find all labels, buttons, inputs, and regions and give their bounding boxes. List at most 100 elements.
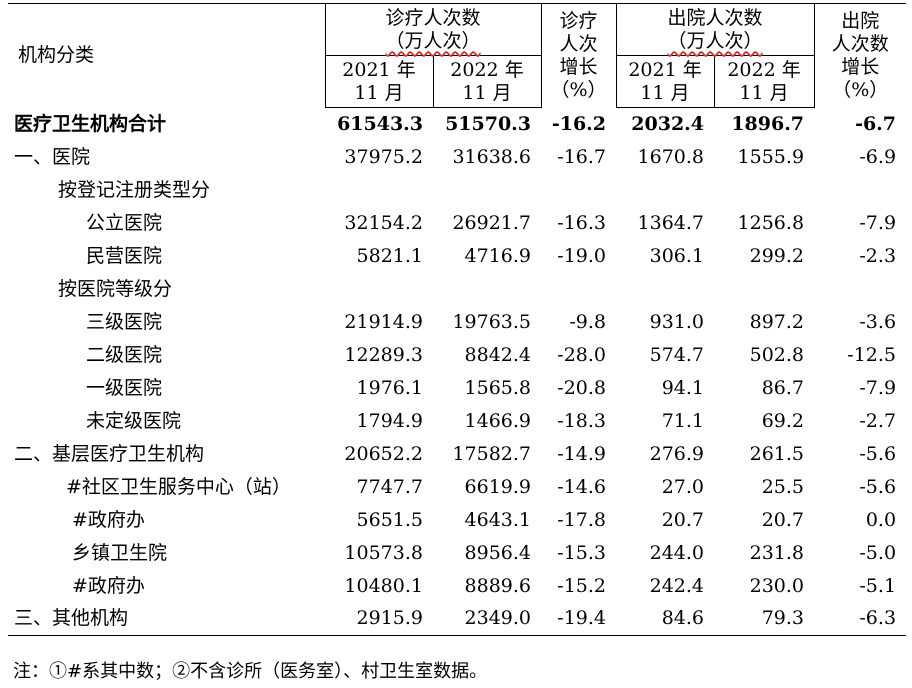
header-discharge-title: 出院人次数 — [667, 6, 763, 29]
cell-discharge-growth: -6.9 — [859, 145, 897, 168]
header-visits-group: 诊疗人次数 （万人次） — [324, 3, 542, 56]
table-row: 二、基层医疗卫生机构 20652.2 17582.7 -14.9 276.9 2… — [8, 438, 906, 471]
cell-visits-2021: 10480.1 — [344, 574, 423, 597]
row-label: 二级医院 — [86, 343, 163, 366]
cell-discharge-2022: 502.8 — [749, 343, 805, 366]
table-row: 民营医院 5821.1 4716.9 -19.0 306.1 299.2 -2.… — [8, 240, 906, 273]
row-label: #政府办 — [72, 508, 145, 531]
cell-discharge-2021: 306.1 — [649, 244, 705, 267]
cell-discharge-growth: -6.3 — [814, 602, 907, 636]
cell-visits-2021: 2915.9 — [325, 602, 433, 636]
header-visits-2022: 2022 年 11 月 — [432, 55, 542, 108]
cell-discharge-2022 — [714, 273, 814, 306]
cell-visits-2021 — [325, 174, 433, 207]
cell-visits-2022 — [433, 174, 541, 207]
cell-visits-growth — [541, 174, 616, 207]
cell-discharge-growth: -6.7 — [855, 112, 897, 135]
table-row: 乡镇卫生院 10573.8 8956.4 -15.3 244.0 231.8 -… — [8, 537, 906, 570]
cell-visits-growth: -20.8 — [557, 376, 607, 399]
cell-discharge-2022: 897.2 — [749, 310, 805, 333]
cell-discharge-2021 — [616, 273, 714, 306]
cell-visits-2022: 1466.9 — [464, 409, 532, 432]
table-row: 按医院等级分 — [8, 273, 906, 306]
cell-visits-growth: -15.2 — [557, 574, 607, 597]
cell-visits-growth: -19.0 — [557, 244, 607, 267]
cell-discharge-growth — [814, 273, 906, 306]
cell-discharge-2021: 71.1 — [661, 409, 705, 432]
header-category: 机构分类 — [8, 3, 325, 108]
cell-visits-2022: 4643.1 — [464, 508, 532, 531]
table-row: 公立医院 32154.2 26921.7 -16.3 1364.7 1256.8… — [8, 207, 906, 240]
header-visits-unit: （万人次） — [385, 29, 481, 52]
cell-discharge-2021: 20.7 — [661, 508, 705, 531]
cell-discharge-growth: -5.0 — [859, 541, 897, 564]
cell-discharge-2022: 20.7 — [761, 508, 805, 531]
cell-discharge-2022: 1896.7 — [731, 112, 805, 135]
header-discharge-growth: 出院 人次数 增长 （%） — [813, 3, 907, 108]
cell-discharge-growth: -2.3 — [859, 244, 897, 267]
cell-discharge-2021: 242.4 — [649, 574, 705, 597]
cell-visits-2022: 51570.3 — [445, 112, 532, 135]
cell-visits-2022: 4716.9 — [464, 244, 532, 267]
cell-discharge-2022: 25.5 — [761, 475, 805, 498]
table-row: #政府办 10480.1 8889.6 -15.2 242.4 230.0 -5… — [8, 570, 906, 603]
cell-discharge-growth: -7.9 — [859, 376, 897, 399]
cell-discharge-2022: 261.5 — [749, 442, 805, 465]
cell-visits-growth: -16.2 — [551, 112, 607, 135]
header-discharge-2022: 2022 年 11 月 — [713, 55, 815, 108]
cell-discharge-2022: 79.3 — [714, 602, 815, 636]
header-discharge-group: 出院人次数 （万人次） — [615, 3, 815, 56]
cell-visits-2021: 5821.1 — [356, 244, 423, 267]
hospital-statistics-table: 机构分类 诊疗人次数 （万人次） 诊疗 人次 增长 （%） 出院人次数 （万人次… — [8, 3, 907, 636]
cell-visits-2022: 19763.5 — [452, 310, 532, 333]
cell-visits-growth: -28.0 — [557, 343, 607, 366]
table-row: 按登记注册类型分 — [8, 174, 906, 207]
header-discharge-2021: 2021 年 11 月 — [615, 55, 715, 108]
row-label: 乡镇卫生院 — [72, 541, 168, 564]
row-label: 公立医院 — [86, 211, 163, 234]
cell-visits-2022: 6619.9 — [464, 475, 532, 498]
cell-discharge-2021 — [616, 174, 714, 207]
cell-discharge-2021: 276.9 — [649, 442, 705, 465]
table-row: 三级医院 21914.9 19763.5 -9.8 931.0 897.2 -3… — [8, 306, 906, 339]
cell-visits-2021: 10573.8 — [344, 541, 423, 564]
cell-visits-growth: -15.3 — [557, 541, 607, 564]
cell-discharge-2021: 27.0 — [661, 475, 705, 498]
cell-discharge-growth: -12.5 — [847, 343, 897, 366]
table-row: 一级医院 1976.1 1565.8 -20.8 94.1 86.7 -7.9 — [8, 372, 906, 405]
cell-discharge-2021: 574.7 — [649, 343, 705, 366]
row-label: 未定级医院 — [86, 409, 182, 432]
row-label: 一、医院 — [14, 145, 91, 168]
cell-visits-2021: 32154.2 — [344, 211, 423, 234]
cell-visits-2021 — [325, 273, 433, 306]
header-visits-title: 诊疗人次数 — [385, 6, 481, 29]
cell-visits-2021: 37975.2 — [344, 145, 423, 168]
cell-visits-2022: 1565.8 — [464, 376, 532, 399]
cell-visits-2021: 21914.9 — [344, 310, 423, 333]
cell-visits-growth: -14.6 — [557, 475, 607, 498]
row-label: 民营医院 — [86, 244, 163, 267]
cell-discharge-2022: 86.7 — [761, 376, 805, 399]
cell-visits-growth: -18.3 — [557, 409, 607, 432]
table-row: 二级医院 12289.3 8842.4 -28.0 574.7 502.8 -1… — [8, 339, 906, 372]
cell-discharge-2021: 2032.4 — [631, 112, 705, 135]
cell-discharge-2022: 1256.8 — [737, 211, 805, 234]
cell-discharge-growth: -5.6 — [859, 475, 897, 498]
table-row: 医疗卫生机构合计 61543.3 51570.3 -16.2 2032.4 18… — [8, 108, 906, 141]
cell-visits-growth — [541, 273, 616, 306]
cell-visits-2021: 20652.2 — [344, 442, 423, 465]
cell-discharge-growth: -7.9 — [859, 211, 897, 234]
cell-visits-growth: -19.4 — [541, 602, 617, 636]
cell-discharge-2021: 94.1 — [661, 376, 705, 399]
cell-visits-growth: -16.7 — [557, 145, 607, 168]
cell-visits-growth: -16.3 — [557, 211, 607, 234]
cell-discharge-2021: 1364.7 — [637, 211, 705, 234]
cell-visits-2022: 8889.6 — [464, 574, 532, 597]
cell-discharge-2022: 69.2 — [761, 409, 805, 432]
cell-discharge-growth — [814, 174, 906, 207]
cell-discharge-2021: 931.0 — [649, 310, 705, 333]
row-label: 二、基层医疗卫生机构 — [14, 442, 205, 465]
cell-visits-growth: -14.9 — [557, 442, 607, 465]
cell-visits-growth: -17.8 — [557, 508, 607, 531]
